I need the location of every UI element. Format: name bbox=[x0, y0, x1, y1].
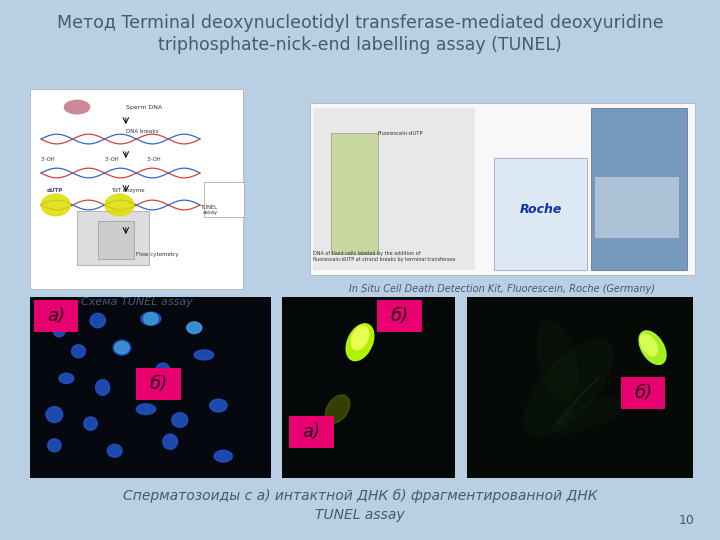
Ellipse shape bbox=[351, 326, 369, 350]
Text: Метод Terminal deoxynucleotidyl transferase-mediated deoxyuridine
triphosphate-n: Метод Terminal deoxynucleotidyl transfer… bbox=[57, 14, 663, 55]
Ellipse shape bbox=[346, 324, 374, 361]
Ellipse shape bbox=[48, 439, 61, 452]
Text: 3'-OH: 3'-OH bbox=[104, 157, 120, 161]
Bar bbox=[621, 377, 665, 409]
Ellipse shape bbox=[640, 334, 657, 356]
Ellipse shape bbox=[90, 313, 105, 328]
Bar bbox=[310, 103, 695, 275]
Bar bbox=[591, 108, 687, 270]
Text: In Situ Cell Death Detection Kit, Fluorescein, Roche (Germany): In Situ Cell Death Detection Kit, Fluore… bbox=[349, 284, 655, 294]
Ellipse shape bbox=[141, 312, 161, 325]
Ellipse shape bbox=[136, 404, 156, 414]
Ellipse shape bbox=[163, 434, 177, 449]
Text: DNA of fixed cells labeled by the addition of
fluorescein-dUTP at strand breaks : DNA of fixed cells labeled by the additi… bbox=[313, 251, 456, 262]
Ellipse shape bbox=[172, 413, 188, 427]
Text: Sperm DNA: Sperm DNA bbox=[126, 105, 162, 110]
Bar bbox=[34, 300, 78, 332]
Ellipse shape bbox=[187, 322, 202, 334]
Text: DNA breaks: DNA breaks bbox=[126, 129, 158, 133]
Ellipse shape bbox=[537, 320, 577, 400]
Ellipse shape bbox=[553, 396, 629, 433]
Bar bbox=[30, 89, 243, 289]
Ellipse shape bbox=[639, 331, 666, 364]
Ellipse shape bbox=[194, 350, 214, 360]
Text: TdT enzyme: TdT enzyme bbox=[111, 188, 145, 193]
Text: а): а) bbox=[48, 307, 65, 325]
Bar bbox=[30, 297, 271, 478]
Bar bbox=[136, 368, 181, 400]
Bar bbox=[289, 416, 334, 448]
Bar bbox=[467, 297, 693, 478]
Text: б): б) bbox=[634, 384, 652, 402]
Bar bbox=[313, 108, 475, 270]
Text: TUNEL
assay: TUNEL assay bbox=[201, 205, 218, 215]
Text: 3'-OH: 3'-OH bbox=[147, 157, 162, 161]
Text: б): б) bbox=[390, 307, 409, 325]
Bar bbox=[331, 133, 378, 254]
Ellipse shape bbox=[114, 342, 129, 354]
Ellipse shape bbox=[107, 444, 122, 457]
Ellipse shape bbox=[525, 340, 613, 435]
Ellipse shape bbox=[325, 395, 350, 423]
Ellipse shape bbox=[144, 313, 158, 325]
Bar bbox=[495, 158, 587, 270]
Text: Roche: Roche bbox=[520, 203, 562, 216]
Bar bbox=[595, 177, 680, 238]
Bar bbox=[77, 211, 149, 265]
Bar bbox=[204, 182, 244, 217]
Ellipse shape bbox=[156, 363, 170, 376]
Ellipse shape bbox=[59, 373, 74, 383]
Bar bbox=[377, 300, 422, 332]
Ellipse shape bbox=[96, 380, 109, 395]
Text: Flow cytometry: Flow cytometry bbox=[137, 252, 179, 258]
Ellipse shape bbox=[84, 417, 97, 430]
Text: 3'-OH: 3'-OH bbox=[41, 157, 55, 161]
Bar bbox=[282, 297, 455, 478]
Ellipse shape bbox=[186, 323, 202, 333]
Text: б): б) bbox=[150, 375, 168, 393]
Text: Fluorescein-dUTP: Fluorescein-dUTP bbox=[378, 131, 423, 136]
Ellipse shape bbox=[113, 340, 130, 355]
Ellipse shape bbox=[46, 407, 63, 422]
Bar bbox=[98, 221, 134, 259]
Ellipse shape bbox=[53, 322, 66, 337]
Ellipse shape bbox=[41, 194, 70, 216]
Text: dUTP: dUTP bbox=[48, 188, 63, 193]
Ellipse shape bbox=[64, 100, 89, 114]
Text: Схема TUNEL assay: Схема TUNEL assay bbox=[81, 297, 192, 307]
Text: Сперматозоиды с а) интактной ДНК б) фрагментированной ДНК
TUNEL assay: Сперматозоиды с а) интактной ДНК б) фраг… bbox=[122, 489, 598, 522]
Ellipse shape bbox=[210, 399, 227, 412]
Ellipse shape bbox=[71, 345, 86, 357]
Ellipse shape bbox=[214, 450, 233, 462]
Ellipse shape bbox=[105, 194, 134, 216]
Text: 10: 10 bbox=[679, 514, 695, 526]
Ellipse shape bbox=[137, 376, 150, 392]
Text: а): а) bbox=[302, 423, 320, 441]
